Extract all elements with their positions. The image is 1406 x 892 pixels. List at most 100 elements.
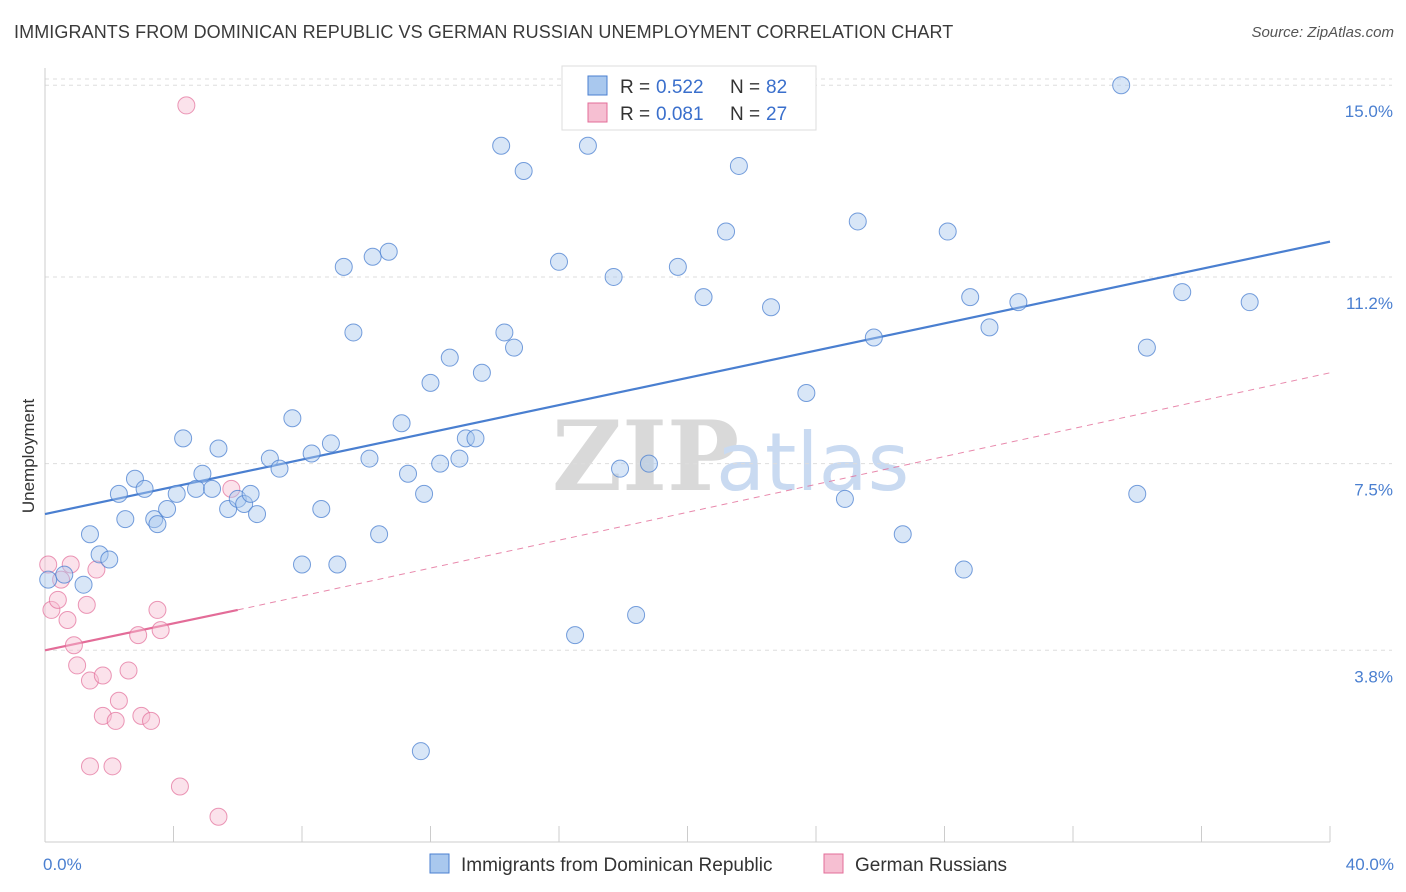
point-dominican — [566, 626, 585, 645]
point-dominican — [270, 459, 289, 478]
point-dominican — [328, 555, 347, 574]
point-dominican — [241, 484, 260, 503]
point-dominican — [1173, 283, 1192, 302]
y-tick-label: 7.5% — [1354, 481, 1393, 500]
point-german-russians — [106, 711, 125, 730]
source-label: Source: ZipAtlas.com — [1251, 24, 1394, 41]
point-dominican — [186, 479, 205, 498]
point-german-russians — [68, 656, 87, 675]
trend-line-german-russians — [44, 608, 238, 652]
point-german-russians — [61, 555, 80, 574]
point-dominican — [283, 409, 302, 428]
point-dominican — [135, 479, 154, 498]
point-dominican — [360, 449, 379, 468]
point-dominican — [167, 484, 186, 503]
point-german-russians — [170, 777, 189, 796]
point-dominican — [611, 459, 630, 478]
point-dominican — [694, 288, 713, 307]
point-dominican — [514, 161, 533, 180]
y-tick-label: 11.2% — [1346, 294, 1393, 313]
point-dominican — [100, 550, 119, 569]
point-dominican — [961, 288, 980, 307]
point-dominican — [893, 525, 912, 544]
point-german-russians — [39, 555, 58, 574]
point-german-russians — [148, 600, 167, 619]
point-dominican — [193, 464, 212, 483]
point-german-russians — [93, 666, 112, 685]
point-dominican — [495, 323, 514, 342]
legend-r-value: 0.081 — [656, 104, 704, 125]
legend-r-label: R = — [620, 104, 650, 125]
point-dominican — [1137, 338, 1156, 357]
point-dominican — [235, 494, 254, 513]
point-dominican — [604, 267, 623, 286]
point-dominican — [550, 252, 568, 271]
point-dominican — [954, 560, 973, 579]
point-german-russians — [87, 560, 106, 579]
point-dominican — [55, 565, 74, 584]
point-german-russians — [129, 626, 148, 645]
point-dominican — [293, 555, 311, 574]
series-legend: Immigrants from Dominican Republic Germa… — [429, 853, 1007, 876]
point-dominican — [440, 348, 459, 367]
legend-r-value: 0.522 — [656, 77, 704, 98]
point-german-russians — [48, 590, 67, 609]
data-points — [39, 76, 1259, 826]
point-german-russians — [77, 595, 96, 614]
series-name-german-russians: German Russians — [855, 855, 1007, 876]
point-dominican — [209, 439, 228, 458]
point-dominican — [116, 510, 135, 529]
legend-swatch-blue — [587, 75, 608, 96]
point-dominican — [125, 469, 144, 488]
point-dominican — [668, 257, 687, 276]
watermark-zip: ZIP — [552, 400, 739, 513]
point-dominican — [729, 156, 748, 175]
point-dominican — [938, 222, 957, 241]
point-dominican — [431, 454, 450, 473]
point-dominican — [1112, 76, 1131, 95]
point-dominican — [90, 545, 109, 564]
point-german-russians — [151, 621, 170, 640]
point-german-russians — [119, 661, 138, 680]
point-dominican — [864, 328, 883, 347]
point-dominican — [392, 414, 411, 433]
point-dominican — [456, 429, 475, 448]
point-dominican — [334, 257, 353, 276]
point-dominican — [627, 605, 646, 624]
point-dominican — [379, 242, 398, 261]
point-dominican — [466, 429, 485, 448]
point-dominican — [148, 515, 167, 534]
point-dominican — [312, 500, 331, 519]
point-dominican — [74, 575, 93, 594]
point-german-russians — [177, 96, 196, 115]
point-dominican — [344, 323, 363, 342]
legend-r-label: R = — [620, 77, 650, 98]
point-dominican — [848, 212, 867, 231]
point-german-russians — [64, 636, 83, 655]
y-tick-label: 15.0% — [1345, 102, 1393, 121]
point-dominican — [248, 505, 267, 524]
point-dominican — [639, 454, 658, 473]
point-dominican — [370, 525, 389, 544]
point-german-russians — [52, 570, 71, 589]
point-dominican — [1009, 293, 1028, 312]
y-tick-label: 3.8% — [1354, 667, 1393, 686]
point-german-russians — [109, 691, 128, 710]
point-dominican — [145, 510, 164, 529]
point-dominican — [472, 363, 491, 382]
point-dominican — [492, 136, 511, 155]
point-dominican — [797, 383, 816, 402]
legend-n-label: N = — [730, 77, 760, 98]
correlation-legend: R = 0.522 N = 82 R = 0.081 N = 27 — [561, 65, 817, 131]
point-german-russians — [132, 706, 151, 725]
point-dominican — [505, 338, 524, 357]
y-axis-label: Unemployment — [19, 399, 38, 514]
point-dominican — [421, 373, 440, 392]
legend-n-value: 82 — [766, 77, 787, 98]
legend-n-label: N = — [730, 104, 760, 125]
point-dominican — [203, 479, 222, 498]
point-dominican — [158, 500, 177, 519]
point-dominican — [415, 484, 434, 503]
point-dominican — [450, 449, 469, 468]
point-german-russians — [103, 757, 122, 776]
